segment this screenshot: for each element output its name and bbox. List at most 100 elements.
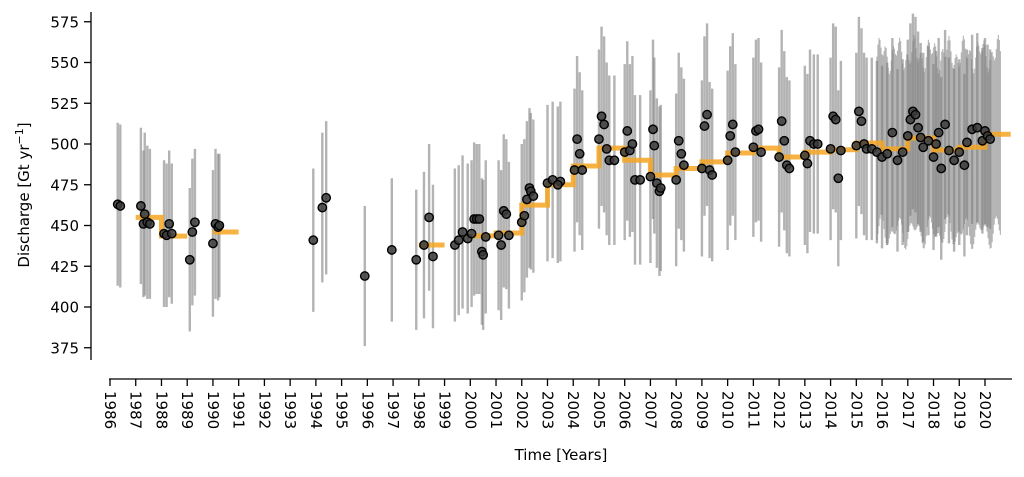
x-tick-label: 2014 bbox=[822, 391, 840, 429]
data-point bbox=[164, 218, 175, 229]
data-point bbox=[722, 155, 733, 166]
data-point bbox=[493, 230, 504, 241]
data-point bbox=[635, 174, 646, 185]
data-point bbox=[208, 238, 218, 249]
data-point bbox=[825, 143, 836, 154]
x-tick-label: 2000 bbox=[461, 391, 479, 429]
y-tick-label: 550 bbox=[50, 54, 79, 72]
data-point bbox=[501, 209, 512, 219]
x-tick-label: 1994 bbox=[307, 391, 325, 429]
data-point bbox=[949, 155, 960, 166]
data-point bbox=[928, 152, 939, 162]
data-point bbox=[892, 155, 903, 166]
data-point bbox=[466, 228, 477, 239]
data-point bbox=[214, 220, 225, 231]
data-point bbox=[851, 140, 862, 151]
data-point bbox=[184, 254, 195, 265]
x-tick-label: 1986 bbox=[101, 391, 119, 429]
x-tick-label: 2007 bbox=[641, 391, 659, 429]
x-tick-label: 1997 bbox=[384, 391, 402, 429]
data-point bbox=[940, 119, 951, 130]
x-tick-label: 2019 bbox=[950, 391, 968, 429]
data-point bbox=[453, 235, 464, 246]
data-point bbox=[609, 155, 620, 166]
x-axis-label: Time [Years] bbox=[514, 446, 608, 464]
data-point bbox=[725, 130, 736, 141]
data-point bbox=[317, 202, 328, 213]
data-point bbox=[673, 135, 684, 146]
data-point bbox=[933, 127, 944, 138]
x-tick-label: 2016 bbox=[873, 391, 891, 429]
data-point bbox=[697, 163, 707, 174]
x-tick-label: 2013 bbox=[796, 391, 814, 429]
data-point bbox=[574, 148, 585, 159]
data-point bbox=[853, 106, 864, 117]
x-tick-label: 1995 bbox=[333, 391, 351, 429]
data-point bbox=[985, 134, 996, 145]
x-tick-label: 1990 bbox=[204, 391, 222, 429]
data-point bbox=[799, 150, 810, 161]
data-point bbox=[918, 142, 929, 153]
x-tick-label: 2012 bbox=[770, 391, 788, 429]
data-point bbox=[913, 122, 923, 133]
x-tick-label: 2010 bbox=[719, 391, 737, 429]
data-point bbox=[424, 212, 435, 223]
data-point bbox=[622, 126, 633, 136]
x-tick-label: 2008 bbox=[667, 391, 685, 429]
data-point bbox=[882, 148, 893, 159]
x-tick-label: 2018 bbox=[925, 391, 943, 429]
data-point bbox=[594, 134, 604, 145]
data-point bbox=[577, 165, 588, 175]
x-tick-label: 2017 bbox=[899, 391, 917, 429]
data-point bbox=[496, 240, 507, 250]
data-point bbox=[411, 254, 422, 265]
data-point bbox=[887, 127, 898, 138]
data-point bbox=[835, 145, 846, 156]
data-point bbox=[699, 121, 710, 131]
x-tick-label: 2005 bbox=[590, 391, 608, 429]
data-point bbox=[753, 124, 764, 135]
data-point bbox=[944, 145, 954, 156]
data-point bbox=[359, 271, 370, 281]
y-tick-label: 400 bbox=[50, 299, 79, 317]
x-tick-label: 1993 bbox=[281, 391, 299, 429]
data-point bbox=[856, 116, 867, 127]
data-point bbox=[707, 170, 718, 180]
data-point bbox=[671, 174, 682, 185]
data-point bbox=[519, 210, 530, 221]
data-point bbox=[419, 240, 429, 250]
x-tick-label: 2004 bbox=[564, 391, 582, 429]
data-point bbox=[478, 249, 489, 260]
data-point bbox=[166, 228, 177, 239]
data-point bbox=[774, 152, 785, 162]
y-tick-label: 525 bbox=[50, 95, 79, 113]
data-point bbox=[830, 114, 841, 125]
data-point bbox=[756, 147, 766, 158]
x-axis: 1986 1987 1988 1989 1990 1991 1992 1993 1994 1995… bbox=[101, 378, 1012, 429]
data-point bbox=[428, 251, 438, 262]
data-point bbox=[144, 218, 155, 229]
data-point bbox=[902, 130, 913, 141]
data-point bbox=[480, 232, 491, 242]
data-point bbox=[572, 134, 582, 145]
x-tick-label: 1992 bbox=[255, 391, 273, 429]
x-tick-label: 1989 bbox=[178, 391, 196, 429]
data-point bbox=[833, 173, 844, 184]
data-point bbox=[910, 109, 921, 120]
x-tick-label: 2002 bbox=[513, 391, 531, 429]
data-point bbox=[139, 209, 150, 219]
data-point bbox=[748, 142, 759, 153]
x-tick-label: 2011 bbox=[744, 391, 762, 429]
data-point bbox=[897, 147, 908, 158]
data-point bbox=[386, 245, 397, 255]
y-tick-label: 375 bbox=[50, 339, 79, 357]
y-axis: 375 400 425 450 475 500 525 550 575 bbox=[50, 12, 92, 360]
data-point bbox=[812, 139, 823, 149]
data-point bbox=[645, 171, 656, 182]
data-point bbox=[135, 201, 146, 211]
data-point bbox=[321, 192, 332, 203]
data-point bbox=[784, 163, 795, 174]
data-point bbox=[954, 147, 965, 158]
data-point bbox=[457, 227, 468, 237]
